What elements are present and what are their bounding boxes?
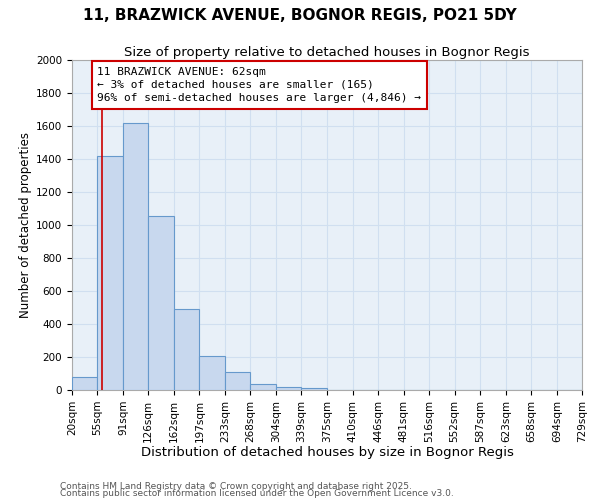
Text: Contains HM Land Registry data © Crown copyright and database right 2025.: Contains HM Land Registry data © Crown c…: [60, 482, 412, 491]
Bar: [148, 216, 174, 390]
Bar: [123, 122, 148, 390]
Bar: [72, 377, 97, 390]
Bar: [301, 388, 328, 390]
Text: 11, BRAZWICK AVENUE, BOGNOR REGIS, PO21 5DY: 11, BRAZWICK AVENUE, BOGNOR REGIS, PO21 …: [83, 8, 517, 22]
Bar: [276, 386, 301, 390]
Bar: [97, 156, 123, 390]
X-axis label: Distribution of detached houses by size in Bognor Regis: Distribution of detached houses by size …: [140, 446, 514, 459]
Text: Contains public sector information licensed under the Open Government Licence v3: Contains public sector information licen…: [60, 490, 454, 498]
Bar: [225, 372, 250, 390]
Bar: [199, 356, 225, 390]
Y-axis label: Number of detached properties: Number of detached properties: [19, 132, 32, 318]
Title: Size of property relative to detached houses in Bognor Regis: Size of property relative to detached ho…: [124, 46, 530, 59]
Bar: [250, 384, 276, 390]
Bar: [174, 309, 199, 390]
Text: 11 BRAZWICK AVENUE: 62sqm
← 3% of detached houses are smaller (165)
96% of semi-: 11 BRAZWICK AVENUE: 62sqm ← 3% of detach…: [97, 66, 421, 103]
